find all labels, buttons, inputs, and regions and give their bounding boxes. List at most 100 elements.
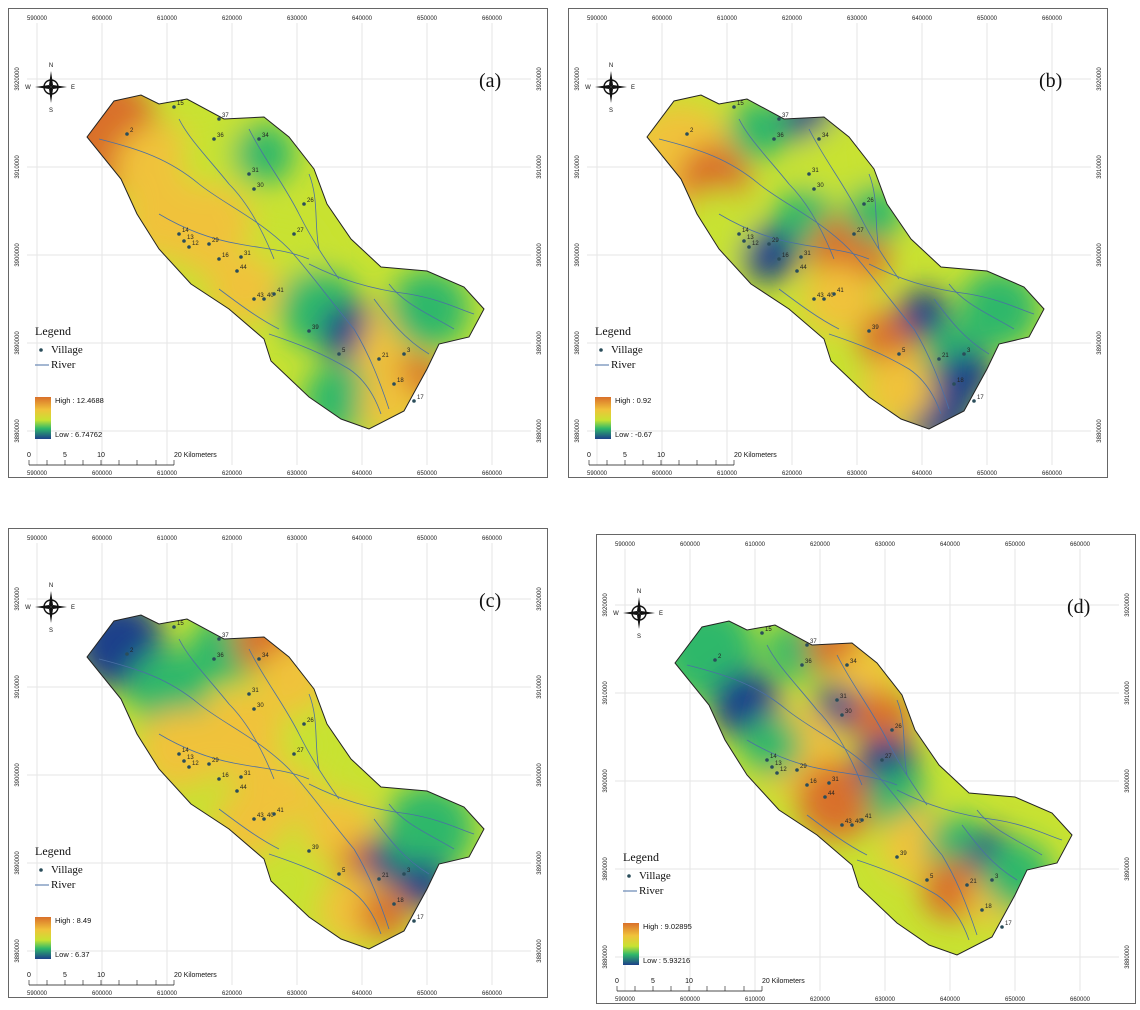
village-label: 16 [782,253,789,259]
village-dot [742,239,746,243]
legend-village-label: Village [51,344,83,356]
river-line [98,138,355,330]
y-tick-label-left: 3920000 [575,67,581,91]
village-label: 40 [827,293,834,299]
river-line [353,848,390,930]
river-line [388,283,455,330]
x-tick-label-bottom: 610000 [157,471,178,477]
x-tick-label-bottom: 660000 [1042,471,1063,477]
x-tick-label-bottom: 640000 [940,997,961,1003]
y-tick-label-right: 3920000 [537,587,543,611]
x-tick-label-bottom: 650000 [1005,997,1026,1003]
village-label: 13 [775,761,782,767]
village-dot [182,239,186,243]
x-tick-label-top: 620000 [222,16,243,22]
surface-zone [922,860,982,920]
village-dot [972,399,976,403]
village-label: 34 [850,659,857,665]
x-tick-label-bottom: 620000 [222,991,243,997]
x-tick-label-bottom: 600000 [92,991,113,997]
village-label: 30 [845,709,852,715]
x-tick-label-bottom: 600000 [92,471,113,477]
village-dot [177,752,181,756]
river-line [388,803,455,850]
village-dot [217,777,221,781]
village-label: 39 [312,325,319,331]
watershed-boundary [86,94,485,430]
compass-n-label: N [637,589,641,595]
y-tick-label-left: 3900000 [15,763,21,787]
village-label: 27 [297,748,304,754]
village-dot [713,658,717,662]
village-label: 30 [257,183,264,189]
village-label: 26 [895,724,902,730]
village-label: 44 [240,265,247,271]
river-line [308,693,320,770]
village-label: 2 [130,648,134,654]
village-dot [247,692,251,696]
village-label: 41 [277,288,284,294]
panel-label: (a) [479,70,501,92]
village-dot [252,297,256,301]
village-dot [125,652,129,656]
x-tick-label-bottom: 590000 [27,991,48,997]
legend-village-icon [627,874,631,878]
river-line [836,654,928,806]
y-tick-label-left: 3880000 [575,419,581,443]
x-tick-label-bottom: 610000 [745,997,766,1003]
river-line [218,288,280,330]
village-dot [235,789,239,793]
river-line [856,859,970,941]
x-tick-label-top: 650000 [1005,542,1026,548]
village-label: 34 [822,133,829,139]
village-label: 43 [817,293,824,299]
y-tick-label-left: 3890000 [15,331,21,355]
village-label: 40 [267,293,274,299]
river-line [948,283,1015,330]
y-tick-label-right: 3900000 [1125,769,1131,793]
x-tick-label-top: 600000 [92,536,113,542]
river-line [941,854,978,936]
legend-village-icon [39,868,43,872]
village-dot [732,105,736,109]
grid-lines [587,23,1091,465]
village-label: 31 [244,251,251,257]
village-label: 5 [930,874,934,880]
x-tick-label-top: 610000 [157,16,178,22]
scale-label: 10 [97,452,105,459]
y-tick-label-left: 3920000 [15,67,21,91]
village-dot [392,382,396,386]
map-panel-b: 2 15 37 36 34 31 30 26 27 14 13 12 29 16 31 44 43 40 41 39 5… [568,8,1108,478]
village-dot [217,637,221,641]
panel-label: (b) [1039,70,1062,92]
village-label: 43 [845,819,852,825]
village-dot [867,329,871,333]
village-label: 18 [397,378,404,384]
map-panel-a: 2 15 37 36 34 31 30 26 27 14 13 12 29 16 31 44 43 40 41 39 5… [8,8,548,478]
village-label: 14 [182,748,189,754]
river-line [686,664,943,856]
village-label: 12 [752,241,759,247]
y-tick-label-right: 3920000 [1097,67,1103,91]
x-tick-label-top: 630000 [287,536,308,542]
x-tick-label-bottom: 630000 [847,471,868,477]
village-dot [840,823,844,827]
legend-title: Legend [595,324,631,338]
x-tick-label-bottom: 620000 [810,997,831,1003]
village-dot [980,908,984,912]
village-dot [937,357,941,361]
village-dot [897,352,901,356]
surface-zone [384,784,474,874]
village-dot [337,872,341,876]
river-line [373,818,430,875]
range-high-label: High : 9.02895 [643,922,692,931]
village-label: 5 [342,348,346,354]
x-tick-label-top: 640000 [352,536,373,542]
village-label: 13 [747,235,754,241]
x-tick-label-top: 630000 [847,16,868,22]
village-dot [990,878,994,882]
village-label: 17 [417,915,424,921]
compass-s-label: S [637,634,641,640]
